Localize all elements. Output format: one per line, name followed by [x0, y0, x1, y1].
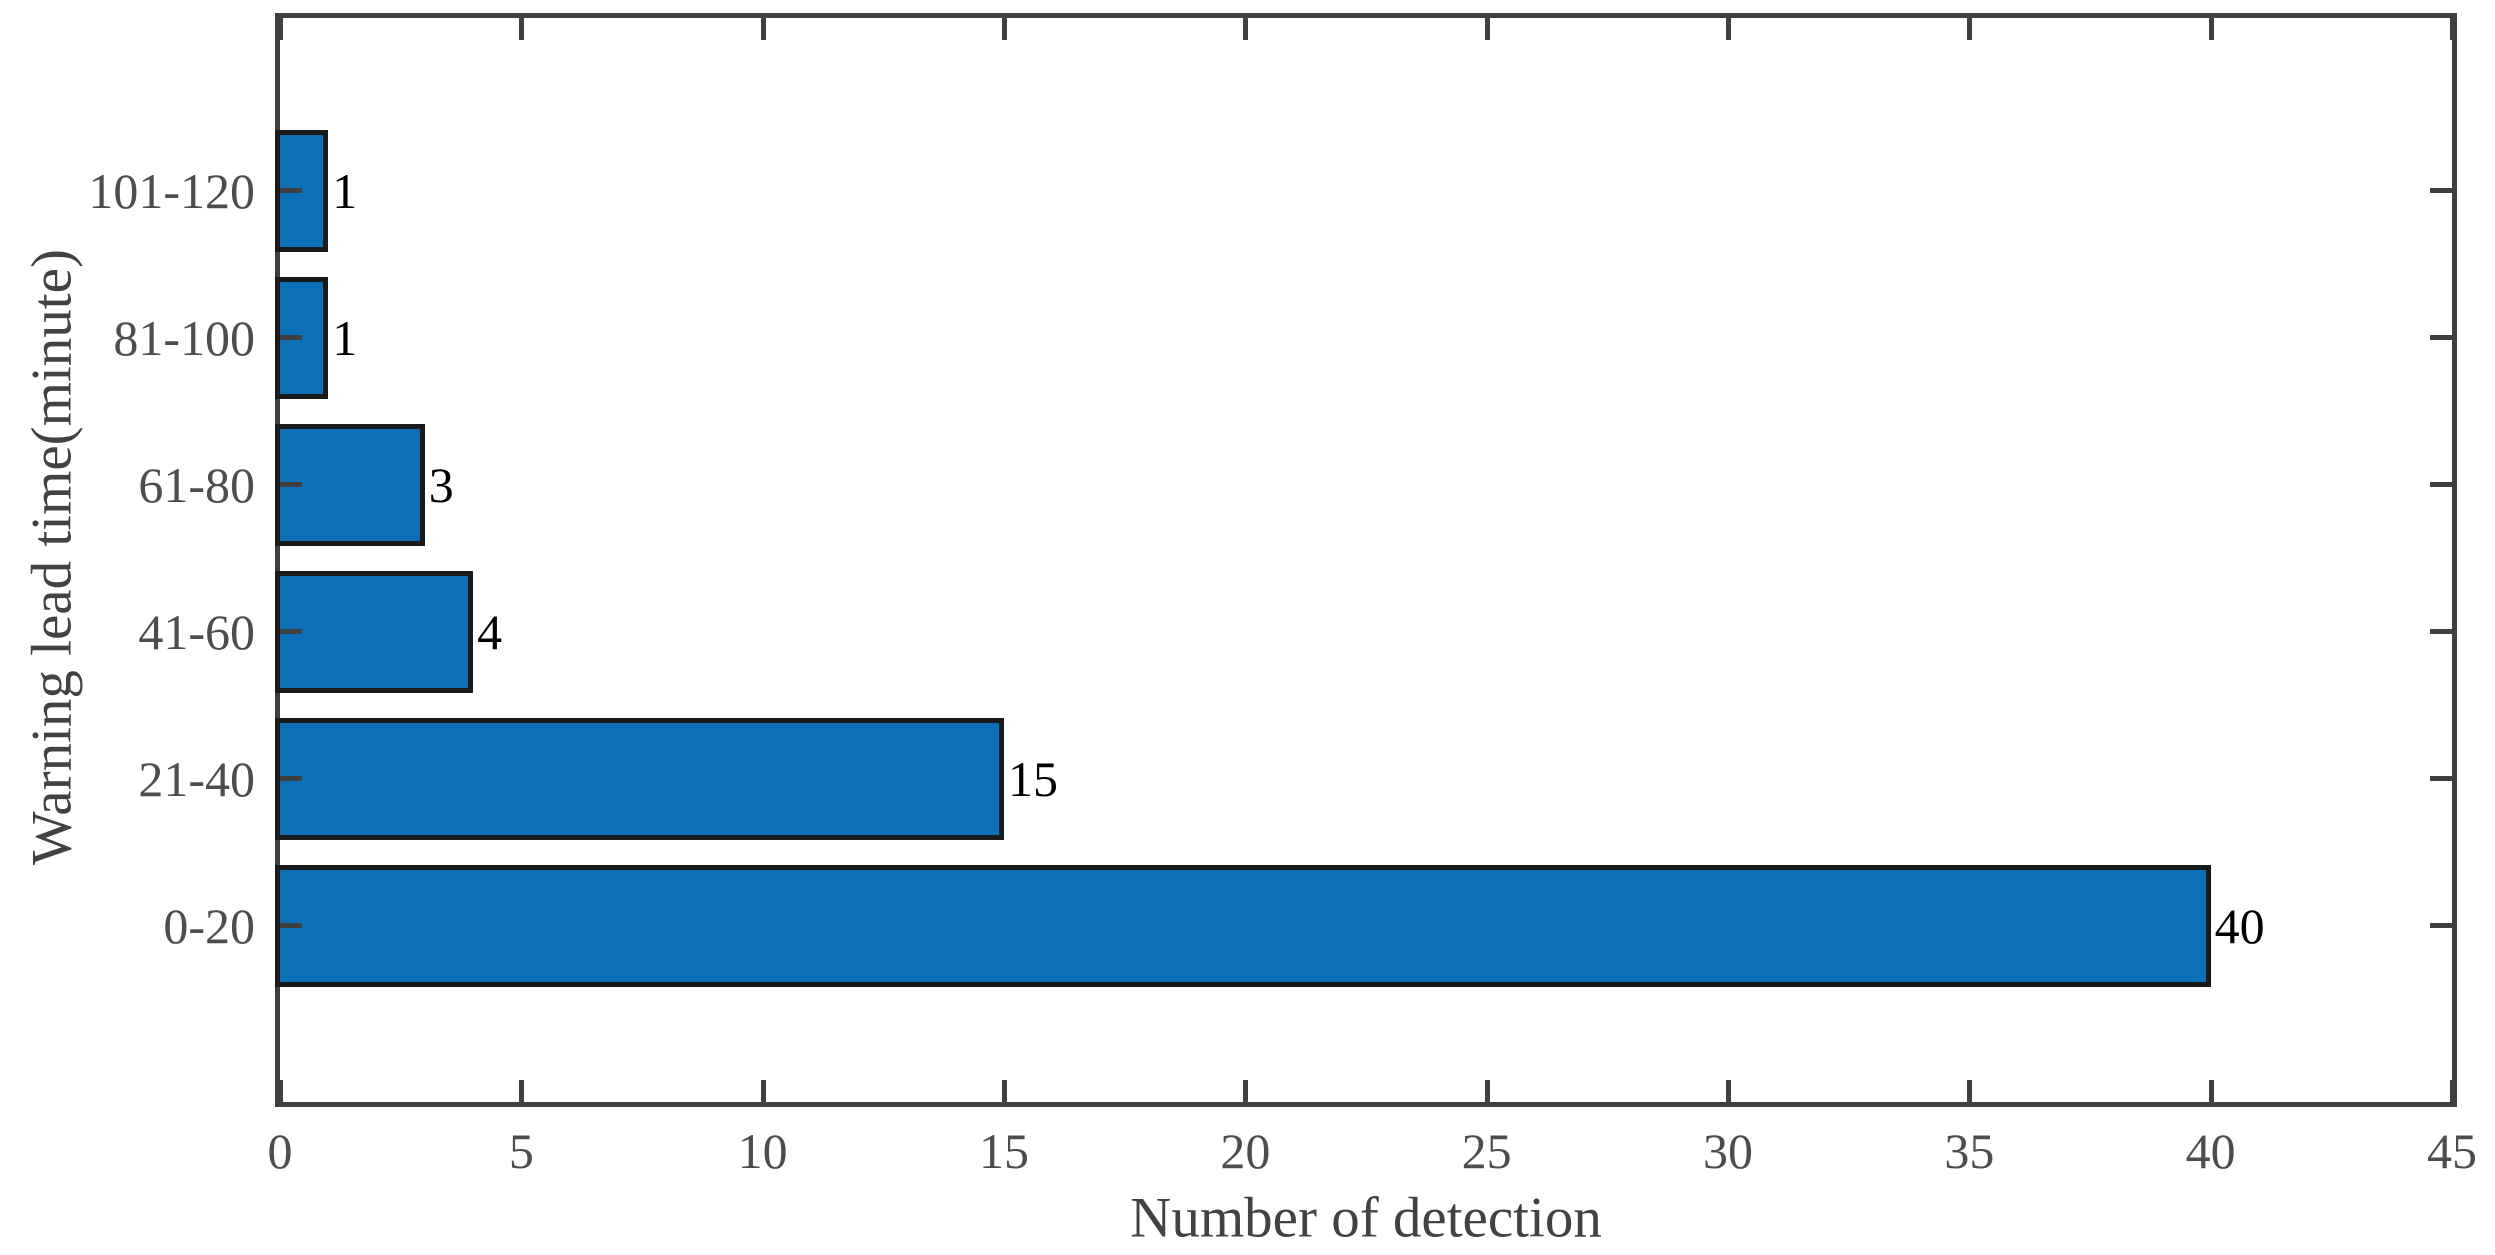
x-tick-mark-bottom	[760, 1080, 766, 1102]
x-tick-label-45: 45	[2427, 1123, 2477, 1179]
x-axis-title: Number of detection	[1130, 1186, 1602, 1250]
x-tick-mark-top	[278, 18, 283, 40]
x-tick-mark-top	[2208, 18, 2214, 40]
y-axis-title: Warning lead time(minute)	[20, 249, 84, 865]
bar-value-label-41-60: 4	[477, 604, 503, 660]
y-tick-mark-left	[280, 188, 302, 193]
y-tick-label-0-20: 0-20	[163, 898, 255, 954]
plot-area: 40 15 4 3 1 1 0-20 21-40 41-60 61-80 81-100 101-120…	[88, 13, 2477, 1176]
y-tick-label-61-80: 61-80	[138, 457, 255, 513]
y-tick-mark-left	[280, 629, 302, 634]
x-tick-mark-top	[760, 18, 766, 40]
y-tick-mark-right	[2430, 629, 2452, 634]
y-tick-mark-left	[280, 923, 302, 928]
bar-value-label-61-80: 3	[428, 457, 454, 513]
bar-value-label-21-40: 15	[1008, 751, 1058, 807]
x-tick-label-30: 30	[1703, 1123, 1753, 1179]
bar-41-60	[275, 571, 474, 693]
y-tick-mark-right	[2430, 335, 2452, 340]
bar-value-label-0-20: 40	[2214, 898, 2265, 954]
x-tick-mark-top	[1484, 18, 1490, 40]
bar-21-40	[275, 718, 1004, 840]
x-tick-mark-bottom	[278, 1080, 283, 1102]
y-tick-label-21-40: 21-40	[138, 751, 255, 807]
bar-0-20	[275, 865, 2211, 987]
y-tick-mark-left	[280, 335, 302, 340]
x-tick-label-35: 35	[1944, 1123, 1995, 1179]
x-tick-mark-top	[2450, 18, 2455, 40]
x-tick-mark-top	[1243, 18, 1249, 40]
x-tick-mark-bottom	[1967, 1080, 1973, 1102]
x-tick-mark-bottom	[2450, 1080, 2455, 1102]
x-tick-mark-top	[519, 18, 525, 40]
y-tick-label-41-60: 41-60	[138, 604, 255, 660]
x-tick-label-0: 0	[267, 1123, 293, 1179]
x-tick-label-15: 15	[979, 1123, 1029, 1179]
x-tick-label-10: 10	[737, 1123, 788, 1179]
bar-value-label-81-100: 1	[332, 310, 358, 366]
y-tick-label-101-120: 101-120	[88, 163, 255, 219]
x-tick-label-40: 40	[2185, 1123, 2236, 1179]
y-tick-mark-right	[2430, 188, 2452, 193]
x-tick-label-5: 5	[508, 1123, 534, 1179]
x-tick-mark-top	[1726, 18, 1731, 40]
x-tick-mark-bottom	[1002, 1080, 1007, 1102]
x-tick-label-25: 25	[1461, 1123, 1512, 1179]
y-tick-label-81-100: 81-100	[113, 310, 255, 366]
x-tick-mark-bottom	[2208, 1080, 2214, 1102]
y-tick-mark-right	[2430, 776, 2452, 781]
bar-value-label-101-120: 1	[332, 163, 358, 219]
y-tick-mark-left	[280, 776, 302, 781]
y-tick-mark-left	[280, 482, 302, 487]
y-tick-mark-right	[2430, 923, 2452, 928]
x-tick-label-20: 20	[1220, 1123, 1271, 1179]
x-tick-mark-bottom	[1243, 1080, 1249, 1102]
x-tick-mark-bottom	[1726, 1080, 1731, 1102]
y-tick-mark-right	[2430, 482, 2452, 487]
x-tick-mark-bottom	[1484, 1080, 1490, 1102]
x-tick-mark-top	[1967, 18, 1973, 40]
x-tick-mark-top	[1002, 18, 1007, 40]
x-tick-mark-bottom	[519, 1080, 525, 1102]
